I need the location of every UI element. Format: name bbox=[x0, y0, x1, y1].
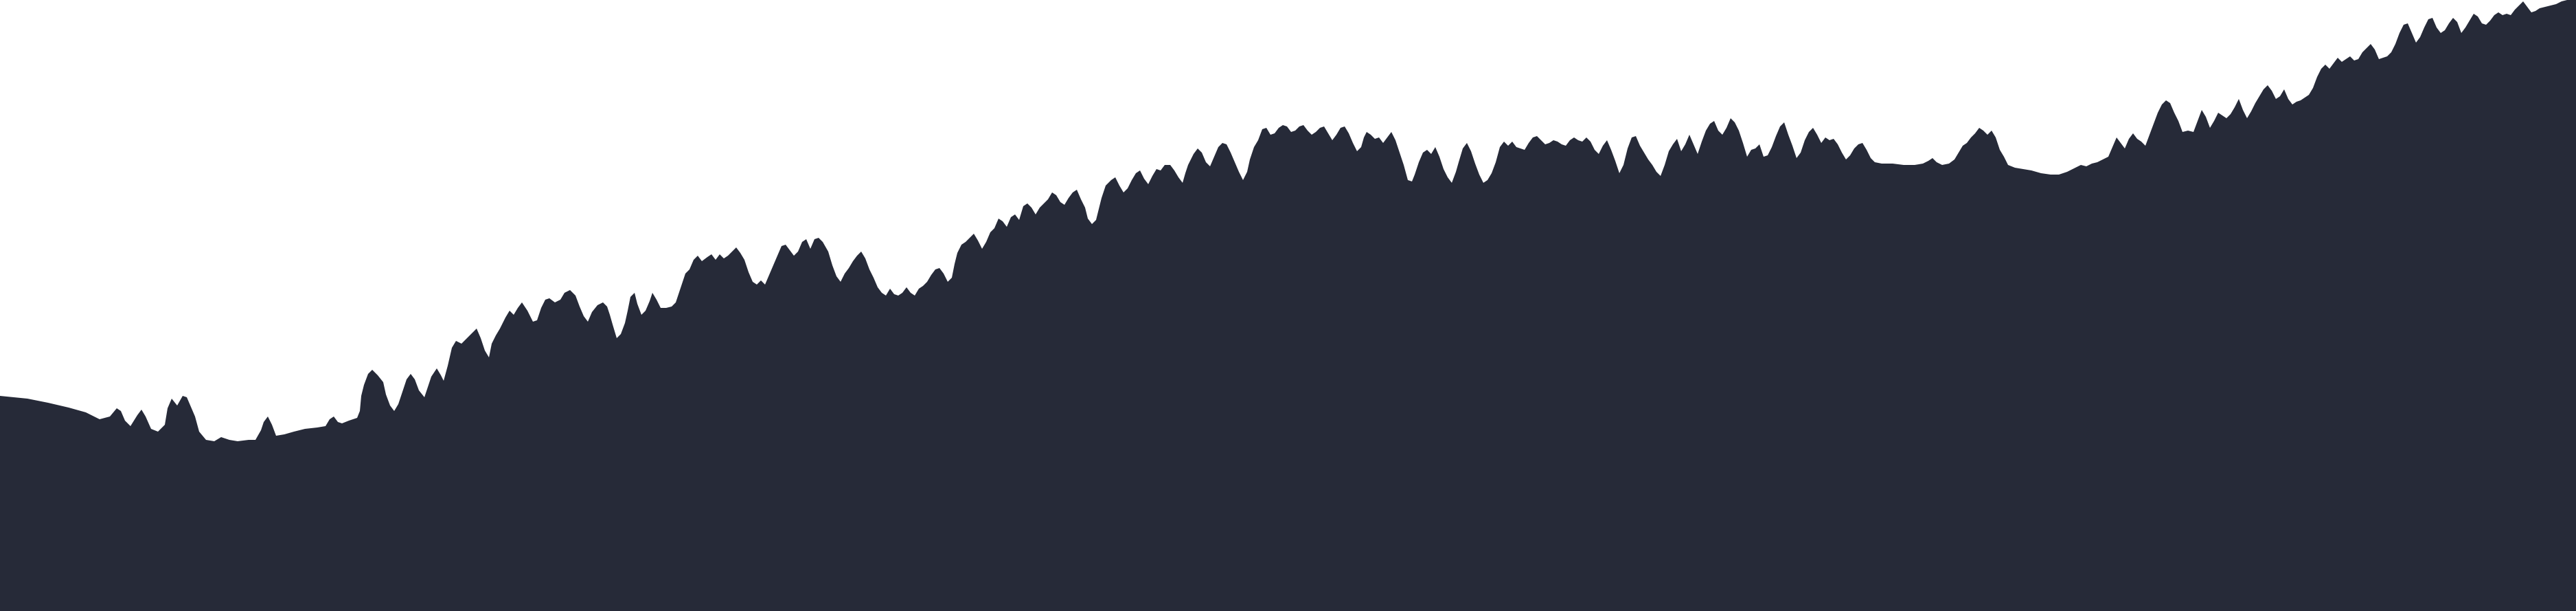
treeline-silhouette-path bbox=[0, 0, 2576, 611]
treeline-scene bbox=[0, 0, 2576, 611]
treeline-silhouette bbox=[0, 0, 2576, 611]
